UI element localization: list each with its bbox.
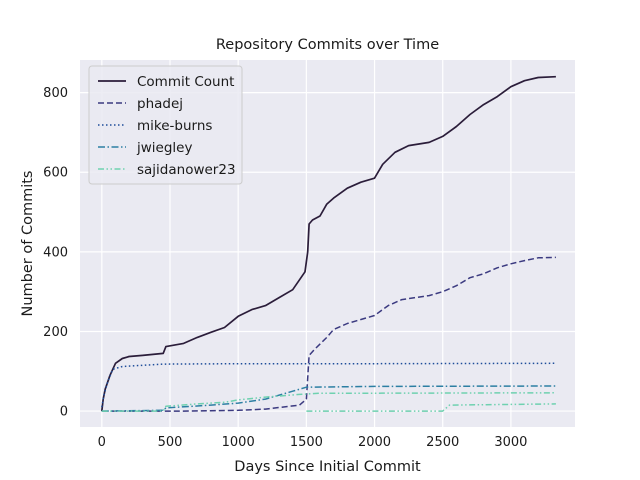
x-tick-label: 500 <box>158 435 183 450</box>
x-axis-label: Days Since Initial Commit <box>234 459 421 475</box>
legend: Commit Count phadej mike-burns jwiegley saji… <box>88 65 243 185</box>
x-tick-label: 2000 <box>358 435 391 450</box>
x-tick-label: 1000 <box>222 435 255 450</box>
series-line-sajidanower23 <box>101 392 556 412</box>
series-line-phadej <box>101 256 556 412</box>
legend-frame <box>88 65 243 185</box>
series-line-sajidanower23 <box>306 403 556 412</box>
x-tick-label: 0 <box>98 435 106 450</box>
y-axis-label: Number of Commits <box>20 171 36 317</box>
y-tick-label: 800 <box>43 86 68 101</box>
y-tick-labels: 0 200 400 600 800 <box>43 86 68 419</box>
legend-label: mike-burns <box>137 118 212 134</box>
x-tick-label: 1500 <box>290 435 323 450</box>
legend-label: jwiegley <box>136 140 192 156</box>
legend-label: sajidanower23 <box>137 162 236 178</box>
legend-label: Commit Count <box>137 74 234 90</box>
x-tick-label: 2500 <box>426 435 459 450</box>
y-tick-label: 0 <box>60 405 68 420</box>
series-lines <box>100 75 556 412</box>
x-tick-labels: 0 500 1000 1500 2000 2500 3000 <box>98 435 528 450</box>
series-line-jwiegley <box>101 385 556 412</box>
series-line-commit-count <box>100 75 556 412</box>
x-tick-label: 3000 <box>494 435 527 450</box>
y-tick-label: 600 <box>43 166 68 181</box>
chart-title: Repository Commits over Time <box>216 37 439 53</box>
y-tick-label: 200 <box>43 325 68 340</box>
legend-label: phadej <box>137 96 183 112</box>
y-tick-label: 400 <box>43 245 68 260</box>
